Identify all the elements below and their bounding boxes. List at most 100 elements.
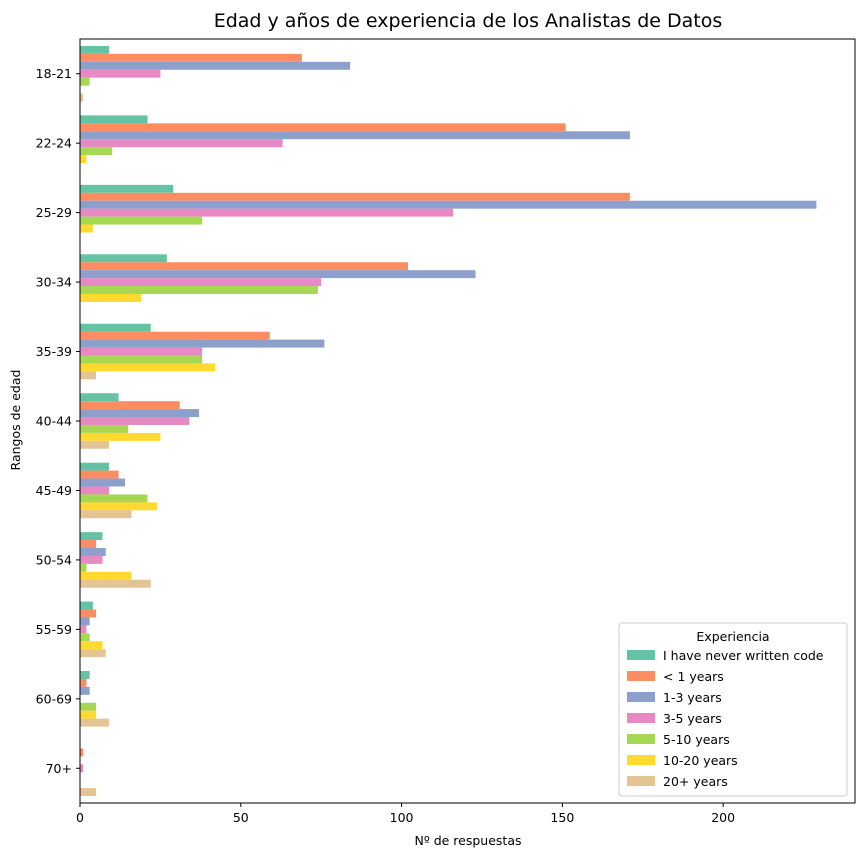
x-tick-label: 200 bbox=[711, 810, 735, 825]
bar-50-54-2 bbox=[80, 548, 106, 556]
bar-50-54-3 bbox=[80, 555, 103, 564]
bar-55-59-6 bbox=[80, 649, 106, 658]
bar-30-34-5 bbox=[80, 293, 142, 302]
bar-25-29-0 bbox=[80, 184, 174, 193]
y-tick-label: 22-24 bbox=[36, 136, 72, 151]
bar-30-34-0 bbox=[80, 254, 167, 263]
bar-18-21-0 bbox=[80, 45, 109, 54]
bar-35-39-3 bbox=[80, 347, 203, 356]
bar-50-54-6 bbox=[80, 579, 151, 588]
bars-layer bbox=[80, 45, 817, 797]
y-tick-label: 45-49 bbox=[36, 483, 72, 498]
legend-swatch bbox=[627, 650, 655, 660]
x-axis: 0 50 100 150 200 bbox=[76, 803, 735, 825]
bar-55-59-0 bbox=[80, 601, 93, 610]
bar-40-44-2 bbox=[80, 409, 199, 418]
bar-35-39-0 bbox=[80, 323, 151, 332]
legend-swatch bbox=[627, 734, 655, 744]
bar-45-49-4 bbox=[80, 494, 148, 503]
legend-swatch bbox=[627, 755, 655, 765]
y-tick-label: 30-34 bbox=[36, 275, 72, 290]
bar-60-69-0 bbox=[80, 671, 90, 679]
bar-45-49-0 bbox=[80, 462, 109, 471]
bar-25-29-5 bbox=[80, 224, 93, 233]
bar-40-44-5 bbox=[80, 432, 161, 441]
bar-30-34-3 bbox=[80, 278, 322, 287]
bar-55-59-3 bbox=[80, 625, 87, 634]
bar-60-69-6 bbox=[80, 718, 109, 727]
bar-50-54-5 bbox=[80, 571, 132, 580]
bar-40-44-6 bbox=[80, 440, 109, 449]
bar-25-29-1 bbox=[80, 192, 630, 201]
y-tick-label: 70+ bbox=[46, 761, 72, 776]
bar-60-69-4 bbox=[80, 702, 97, 711]
bar-60-69-2 bbox=[80, 686, 90, 695]
bar-25-29-3 bbox=[80, 208, 454, 217]
y-tick-label: 25-29 bbox=[36, 205, 72, 220]
bar-70+-1 bbox=[80, 748, 84, 757]
legend: Experiencia I have never written code < 1… bbox=[618, 622, 848, 797]
bar-30-34-1 bbox=[80, 262, 409, 271]
legend-label: 10-20 years bbox=[663, 753, 738, 768]
bar-22-24-0 bbox=[80, 115, 148, 124]
bar-55-59-5 bbox=[80, 641, 103, 650]
legend-title: Experiencia bbox=[696, 629, 769, 644]
bar-45-49-1 bbox=[80, 470, 119, 479]
y-axis: 18-21 22-24 25-29 30-34 35-39 40-44 45-49 50-54… bbox=[36, 66, 80, 776]
legend-swatch bbox=[627, 776, 655, 786]
bar-70+-3 bbox=[80, 764, 84, 773]
legend-frame bbox=[618, 622, 848, 797]
chart-title: Edad y años de experiencia de los Analis… bbox=[214, 10, 723, 32]
y-tick-label: 35-39 bbox=[36, 344, 72, 359]
bar-30-34-2 bbox=[80, 270, 476, 279]
bar-45-49-2 bbox=[80, 478, 126, 487]
bar-18-21-2 bbox=[80, 61, 351, 70]
bar-60-69-5 bbox=[80, 710, 97, 719]
bar-35-39-5 bbox=[80, 363, 216, 372]
bar-22-24-3 bbox=[80, 139, 283, 148]
legend-swatch bbox=[627, 713, 655, 723]
bar-40-44-3 bbox=[80, 417, 190, 425]
legend-swatch bbox=[627, 692, 655, 702]
x-tick-label: 100 bbox=[390, 810, 414, 825]
bar-70+-6 bbox=[80, 788, 97, 797]
y-tick-label: 60-69 bbox=[36, 691, 72, 706]
y-tick-label: 40-44 bbox=[36, 414, 72, 429]
x-tick-label: 0 bbox=[76, 810, 84, 825]
bar-30-34-4 bbox=[80, 286, 318, 294]
bar-40-44-0 bbox=[80, 393, 119, 402]
bar-35-39-6 bbox=[80, 371, 97, 380]
bar-25-29-2 bbox=[80, 200, 817, 209]
legend-label: 3-5 years bbox=[663, 711, 722, 726]
legend-label: 1-3 years bbox=[663, 690, 722, 705]
x-axis-label: Nº de respuestas bbox=[414, 833, 521, 848]
legend-swatch bbox=[627, 671, 655, 681]
bar-50-54-4 bbox=[80, 563, 87, 572]
bar-22-24-4 bbox=[80, 147, 113, 156]
y-tick-label: 18-21 bbox=[36, 66, 72, 81]
bar-45-49-5 bbox=[80, 502, 158, 511]
bar-60-69-1 bbox=[80, 678, 87, 687]
bar-22-24-2 bbox=[80, 131, 630, 140]
bar-45-49-3 bbox=[80, 486, 109, 495]
y-axis-label: Rangos de edad bbox=[8, 370, 23, 471]
bar-18-21-3 bbox=[80, 69, 161, 78]
bar-22-24-1 bbox=[80, 123, 566, 132]
bar-50-54-1 bbox=[80, 540, 97, 549]
x-tick-label: 150 bbox=[550, 810, 574, 825]
legend-label: I have never written code bbox=[663, 648, 824, 663]
bar-35-39-4 bbox=[80, 355, 203, 364]
y-tick-label: 50-54 bbox=[36, 552, 72, 567]
bar-25-29-4 bbox=[80, 216, 203, 225]
y-tick-label: 55-59 bbox=[36, 622, 72, 637]
bar-22-24-5 bbox=[80, 155, 87, 164]
bar-18-21-4 bbox=[80, 77, 90, 86]
legend-label: 20+ years bbox=[663, 774, 728, 789]
legend-label: < 1 years bbox=[663, 669, 724, 684]
x-tick-label: 50 bbox=[233, 810, 249, 825]
bar-40-44-1 bbox=[80, 401, 180, 410]
bar-45-49-6 bbox=[80, 510, 132, 519]
bar-50-54-0 bbox=[80, 532, 103, 541]
legend-items: I have never written code < 1 years 1-3 ye… bbox=[627, 648, 824, 789]
